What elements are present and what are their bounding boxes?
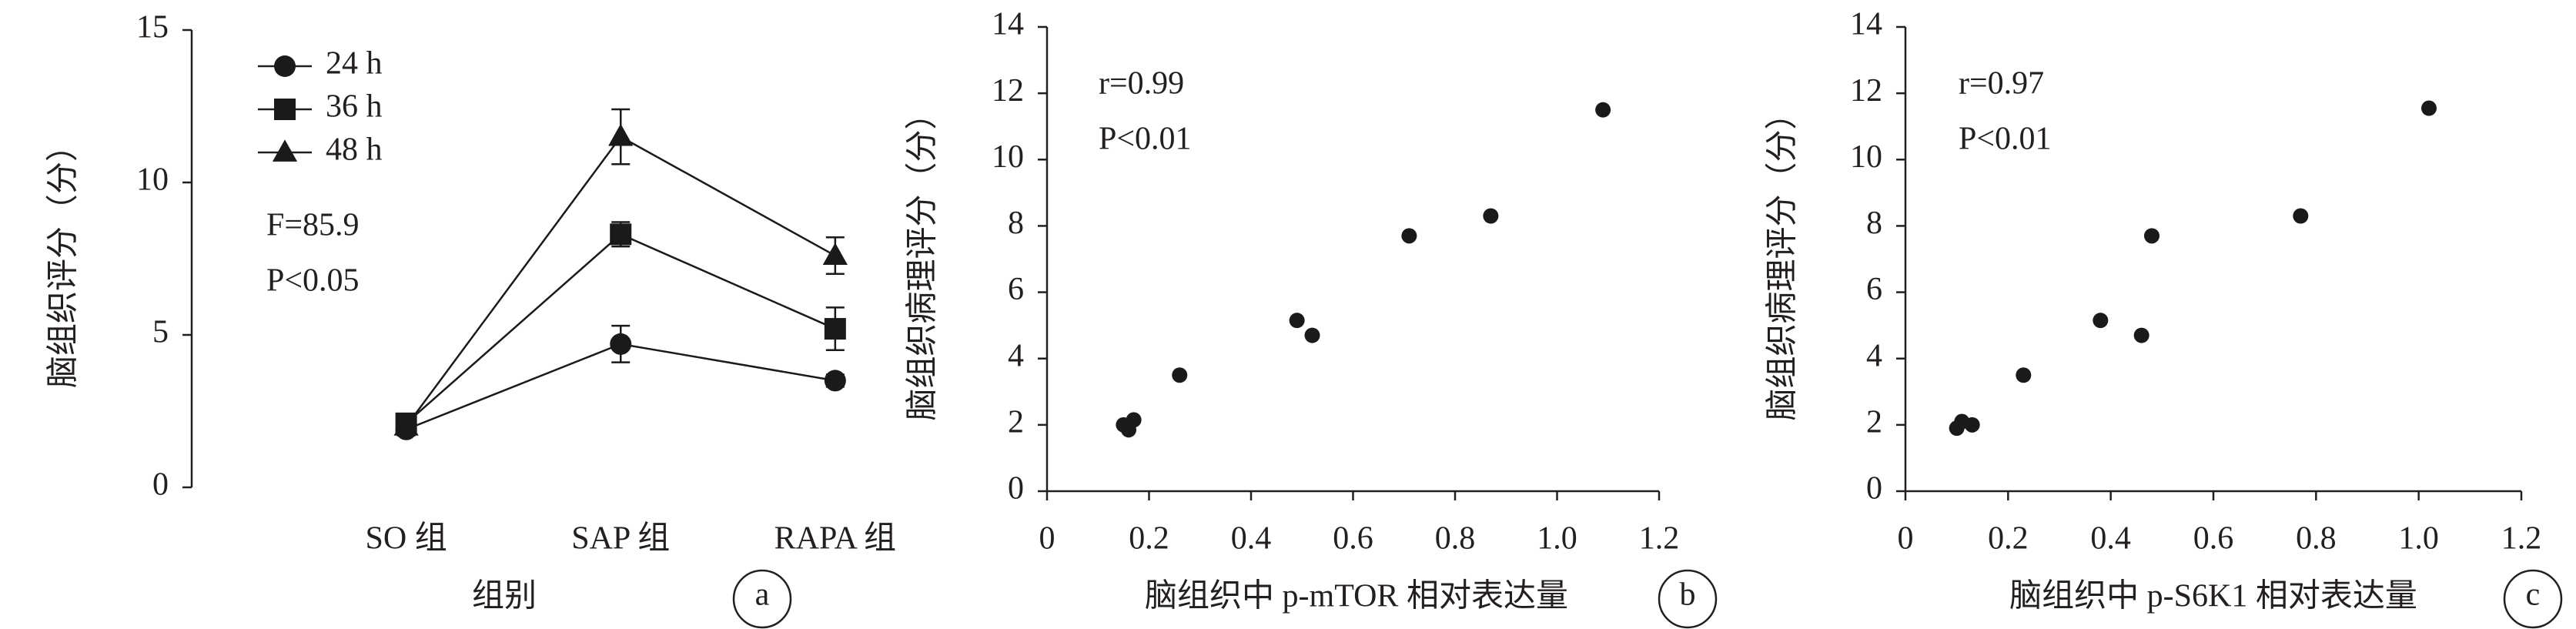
- point: [1126, 412, 1142, 428]
- x-tick-label: 0: [1898, 521, 1914, 557]
- point: [2293, 208, 2309, 224]
- y-tick-label: 15: [136, 10, 169, 45]
- legend-label: 36 h: [326, 89, 383, 125]
- point: [1483, 208, 1499, 224]
- point: [1172, 367, 1188, 383]
- x-axis-label: 脑组织中 p-S6K1 相对表达量: [2009, 579, 2417, 614]
- marker: [824, 370, 846, 392]
- x-tick-label: SAP 组: [571, 521, 670, 557]
- x-tick-label: 1.2: [2501, 521, 2542, 557]
- y-axis-label: 脑组织评分（分）: [46, 129, 82, 388]
- marker: [393, 413, 419, 436]
- x-axis-label: 组别: [472, 579, 537, 614]
- y-tick-label: 12: [1850, 73, 1882, 109]
- annotation: P<0.01: [1959, 122, 2052, 157]
- point: [2016, 367, 2032, 383]
- point: [2144, 228, 2159, 244]
- x-tick-label: 1.2: [1639, 521, 1680, 557]
- marker: [610, 223, 632, 246]
- y-tick-label: 10: [1850, 139, 1882, 175]
- marker: [824, 318, 846, 340]
- x-tick-label: 0.2: [1988, 521, 2029, 557]
- marker: [822, 243, 848, 265]
- point: [1964, 417, 1980, 433]
- y-tick-label: 8: [1008, 206, 1024, 241]
- point: [1304, 327, 1320, 343]
- y-tick-label: 0: [152, 467, 169, 503]
- point: [2421, 100, 2437, 116]
- y-tick-label: 0: [1866, 471, 1882, 507]
- y-tick-label: 4: [1866, 338, 1882, 373]
- y-axis-label: 脑组织病理评分（分）: [1765, 97, 1801, 420]
- x-tick-label: 0.8: [2296, 521, 2337, 557]
- panel-label: a: [755, 577, 770, 613]
- panel-label: c: [2526, 577, 2541, 613]
- point: [1401, 228, 1417, 244]
- x-tick-label: 1.0: [2398, 521, 2439, 557]
- annotation: r=0.97: [1959, 66, 2044, 102]
- point: [2093, 313, 2109, 329]
- y-tick-label: 10: [136, 162, 169, 198]
- marker: [274, 55, 296, 77]
- y-tick-label: 0: [1008, 471, 1024, 507]
- y-tick-label: 6: [1008, 272, 1024, 307]
- y-tick-label: 2: [1008, 404, 1024, 440]
- x-tick-label: RAPA 组: [774, 521, 896, 557]
- series-line: [405, 135, 836, 427]
- point: [1289, 313, 1305, 329]
- x-tick-label: 0.8: [1435, 521, 1476, 557]
- y-tick-label: 14: [1850, 7, 1882, 42]
- y-tick-label: 5: [152, 315, 169, 350]
- y-tick-label: 14: [992, 7, 1024, 42]
- panel-label: b: [1680, 577, 1696, 613]
- marker: [608, 123, 634, 146]
- x-tick-label: 0.2: [1129, 521, 1169, 557]
- marker: [274, 99, 296, 120]
- x-tick-label: SO 组: [366, 521, 447, 557]
- y-tick-label: 2: [1866, 404, 1882, 440]
- point: [2133, 327, 2149, 343]
- annotation: P<0.01: [1099, 122, 1192, 157]
- y-tick-label: 4: [1008, 338, 1024, 373]
- marker: [610, 333, 632, 355]
- x-tick-label: 0.6: [2193, 521, 2234, 557]
- y-axis-label: 脑组织病理评分（分）: [905, 97, 941, 420]
- annotation: P<0.05: [266, 263, 360, 299]
- x-tick-label: 0.4: [1231, 521, 1272, 557]
- x-tick-label: 0.4: [2090, 521, 2131, 557]
- legend-label: 24 h: [326, 46, 383, 82]
- y-tick-label: 10: [992, 139, 1024, 175]
- legend-label: 48 h: [326, 132, 383, 168]
- y-tick-label: 6: [1866, 272, 1882, 307]
- x-tick-label: 0: [1039, 521, 1055, 557]
- marker: [272, 139, 298, 162]
- panel-circle: [732, 569, 792, 629]
- x-axis-label: 脑组织中 p-mTOR 相对表达量: [1145, 579, 1568, 614]
- annotation: F=85.9: [266, 208, 360, 243]
- y-tick-label: 12: [992, 73, 1024, 109]
- panel-circle: [2503, 569, 2563, 629]
- y-tick-label: 8: [1866, 206, 1882, 241]
- x-tick-label: 1.0: [1537, 521, 1577, 557]
- x-tick-label: 0.6: [1333, 521, 1373, 557]
- point: [1595, 102, 1611, 118]
- annotation: r=0.99: [1099, 66, 1184, 102]
- panel-circle: [1658, 569, 1718, 629]
